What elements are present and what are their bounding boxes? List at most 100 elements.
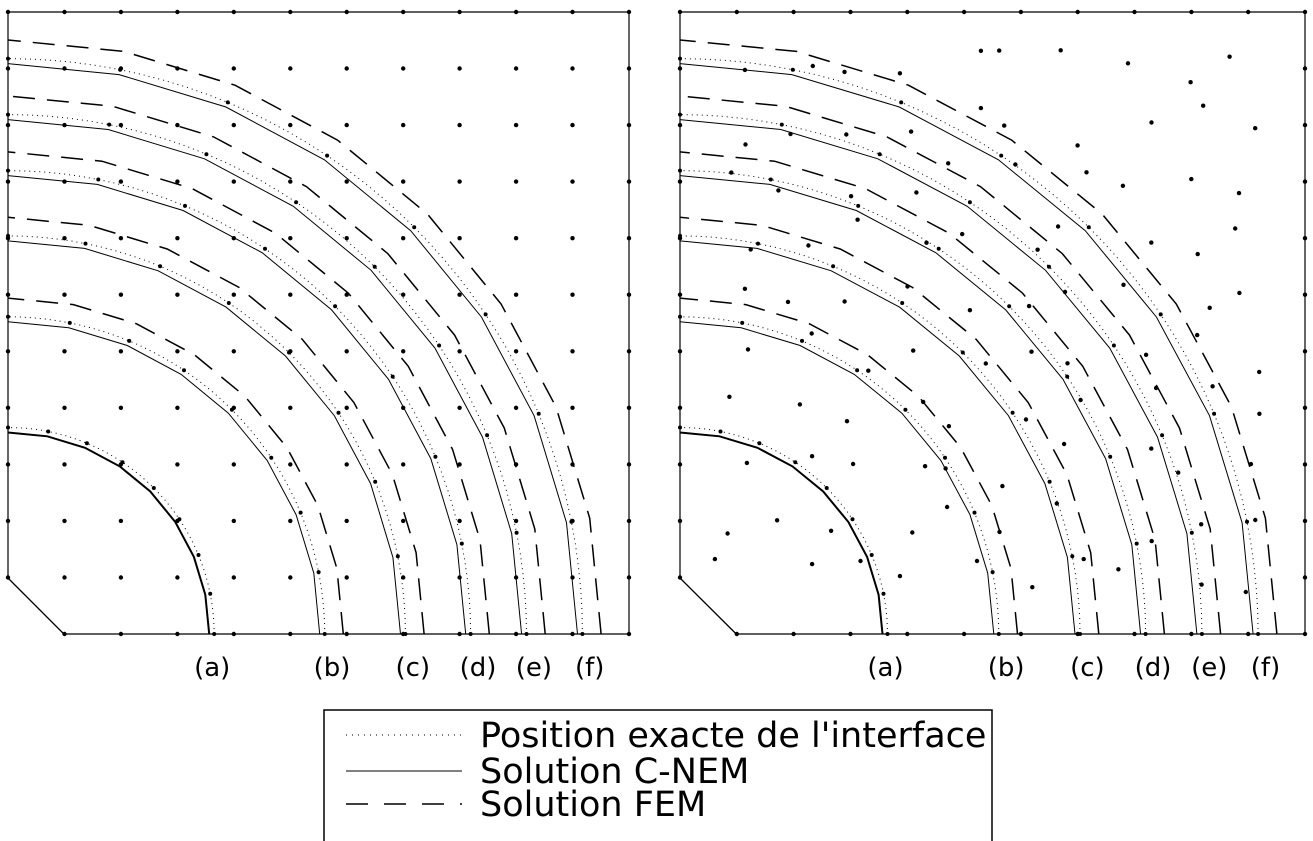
mesh-node (344, 631, 349, 637)
mesh-node (118, 518, 124, 524)
mesh-node (677, 575, 683, 580)
mesh-node (513, 631, 519, 637)
interface-node (900, 301, 905, 305)
mesh-node (1084, 170, 1089, 175)
mesh-node (1227, 54, 1232, 59)
mesh-node (344, 66, 349, 71)
interface-node (83, 241, 88, 246)
mesh-node (570, 236, 575, 241)
mesh-node (570, 179, 575, 184)
mesh-node (401, 66, 406, 71)
mesh-node (1195, 251, 1200, 257)
legend-label-fem: Solution FEM (480, 785, 706, 825)
cnem-interface-1 (7, 321, 321, 635)
mesh-node (570, 292, 575, 297)
mesh-node (344, 462, 349, 467)
mesh-node (401, 349, 406, 354)
mesh-node (5, 518, 11, 524)
mesh-node (401, 292, 406, 297)
mesh-node (1026, 303, 1032, 309)
interface-node (855, 368, 860, 373)
mesh-node (1075, 143, 1080, 148)
mesh-node (848, 9, 853, 15)
mesh-node (513, 179, 519, 184)
interface-node (972, 510, 977, 515)
mesh-node (911, 348, 916, 353)
mesh-node (677, 405, 683, 410)
interface-node (1007, 304, 1012, 309)
interface-label-0: (a) (194, 653, 230, 683)
mesh-node (1302, 575, 1308, 580)
mesh-node (1149, 446, 1154, 451)
interface-node (678, 314, 682, 319)
mesh-node (175, 236, 180, 241)
mesh-node (1121, 282, 1126, 287)
mesh-node (1302, 631, 1308, 637)
mesh-node (231, 122, 236, 128)
mesh-node (1302, 9, 1308, 15)
mesh-node (175, 575, 180, 580)
interface-node (831, 264, 836, 269)
mesh-node (743, 142, 748, 147)
mesh-node (712, 556, 718, 562)
mesh-node (401, 9, 406, 15)
mesh-node (776, 188, 781, 193)
mesh-node (1246, 631, 1251, 637)
mesh-node (118, 236, 124, 241)
interface-label-1: (b) (988, 653, 1025, 683)
mesh-node (513, 405, 519, 410)
mesh-node (1246, 9, 1251, 15)
mesh-node (806, 243, 811, 248)
interface-node (850, 517, 855, 522)
mesh-nodes (5, 9, 632, 637)
mesh-node (734, 9, 739, 15)
mesh-node (457, 292, 462, 297)
fem-interface-1 (7, 297, 345, 635)
interface-node (107, 122, 112, 127)
interface-label-4: (e) (1191, 653, 1227, 683)
mesh-node (910, 530, 915, 535)
mesh-node (401, 575, 406, 580)
mesh-node (744, 460, 750, 466)
interface-node (336, 410, 341, 415)
mesh-node (118, 575, 124, 580)
mesh-node (1233, 226, 1238, 231)
exact-interface-0 (7, 427, 215, 635)
legend-box (323, 709, 993, 841)
exact-interface-4 (7, 114, 527, 635)
mesh-node (1302, 518, 1308, 524)
mesh-node (946, 161, 951, 166)
interface-node (1065, 374, 1070, 379)
mesh-node (1058, 48, 1063, 53)
exact-interface-5 (7, 58, 583, 635)
interface-node (373, 479, 378, 484)
mesh-node (785, 299, 791, 305)
mesh-node (1199, 522, 1204, 527)
mesh-node (62, 518, 67, 524)
mesh-node (1195, 332, 1200, 338)
fem-interface-3 (679, 151, 1166, 635)
mesh-node (1000, 483, 1005, 489)
mesh-node (626, 405, 632, 410)
mesh-node (457, 631, 462, 637)
interface-node (1160, 433, 1165, 438)
interface-node (84, 441, 89, 446)
mesh-node (118, 405, 124, 410)
mesh-node (62, 9, 67, 15)
interface-node (514, 530, 519, 535)
mesh-node (5, 66, 11, 71)
mesh-node (677, 292, 683, 297)
interface-node (204, 152, 209, 157)
mesh-node (978, 105, 984, 111)
interface-node (196, 553, 201, 557)
mesh-node (288, 518, 293, 524)
mesh-node (1189, 631, 1194, 637)
interface-node (390, 374, 395, 379)
cnem-interface-5 (679, 63, 1254, 635)
cnem-interface-2 (679, 240, 1076, 635)
cnem-interface-1 (679, 321, 995, 635)
mesh-nodes (677, 9, 1308, 637)
mesh-node (1018, 9, 1024, 15)
mesh-node (231, 292, 236, 297)
mesh-node (626, 631, 632, 637)
